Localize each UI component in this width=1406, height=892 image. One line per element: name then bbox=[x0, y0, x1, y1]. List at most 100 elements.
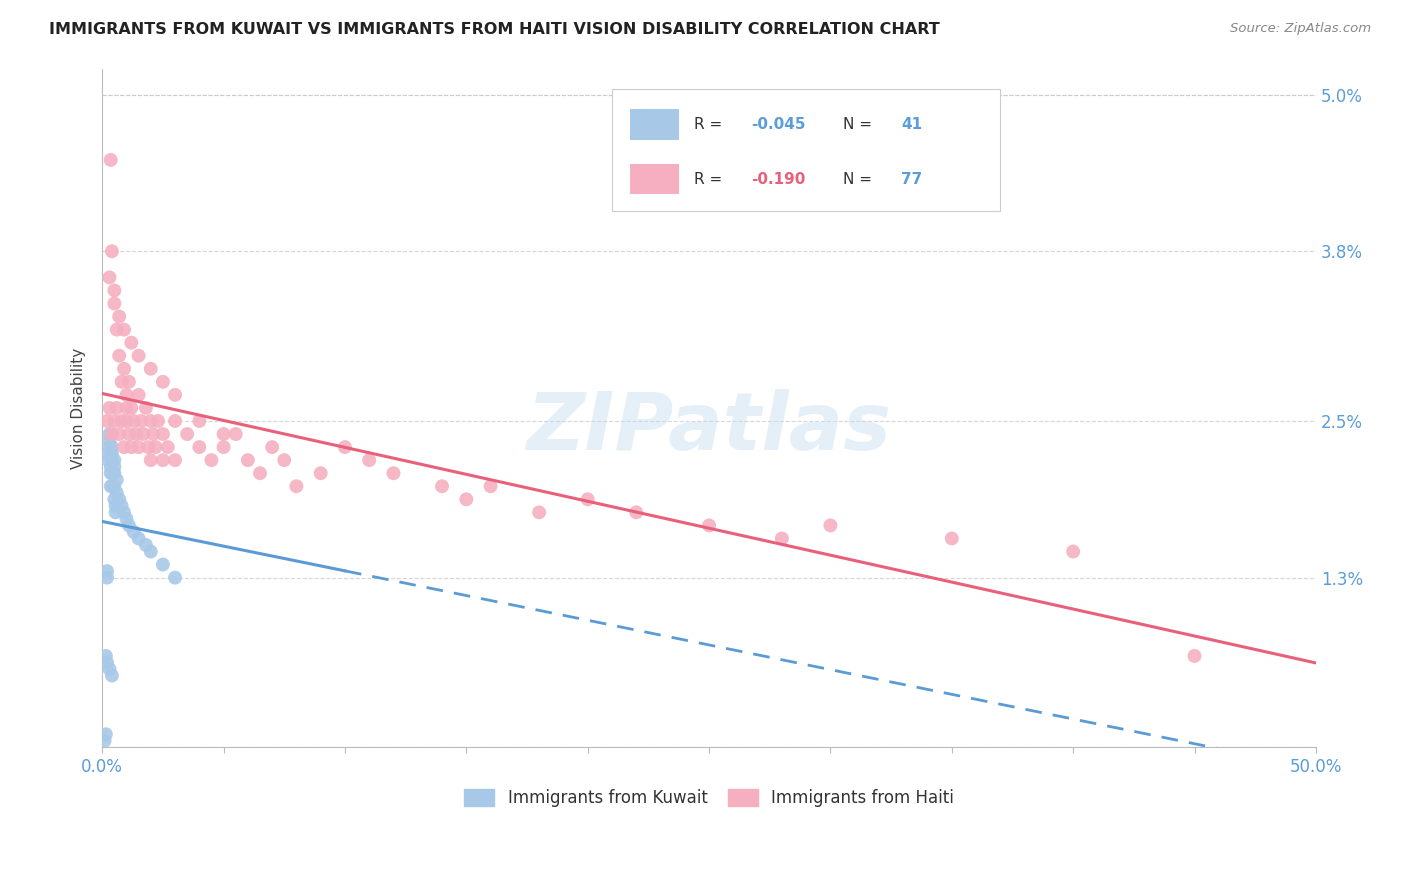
Point bbox=[128, 532, 150, 546]
Point bbox=[225, 427, 247, 442]
Point bbox=[118, 427, 141, 442]
Point bbox=[128, 388, 150, 402]
Point bbox=[163, 388, 186, 402]
Point bbox=[941, 532, 963, 546]
Point bbox=[111, 414, 134, 428]
Point bbox=[105, 485, 128, 500]
Point bbox=[103, 492, 125, 507]
Point bbox=[626, 505, 648, 519]
Text: 77: 77 bbox=[901, 171, 922, 186]
Point bbox=[176, 427, 198, 442]
Point bbox=[125, 427, 148, 442]
Text: Source: ZipAtlas.com: Source: ZipAtlas.com bbox=[1230, 22, 1371, 36]
Point bbox=[142, 427, 165, 442]
Point bbox=[103, 414, 125, 428]
Point bbox=[359, 453, 381, 467]
Point bbox=[105, 323, 128, 337]
Point bbox=[101, 466, 124, 480]
Point bbox=[101, 427, 124, 442]
Point bbox=[104, 499, 127, 513]
Point bbox=[152, 375, 174, 389]
Text: N =: N = bbox=[842, 117, 876, 132]
Text: N =: N = bbox=[842, 171, 876, 186]
Text: ZIPatlas: ZIPatlas bbox=[527, 389, 891, 467]
Point bbox=[98, 440, 121, 454]
Point bbox=[112, 323, 135, 337]
Point bbox=[262, 440, 284, 454]
Point bbox=[101, 479, 124, 493]
Point bbox=[145, 440, 167, 454]
Point bbox=[120, 440, 142, 454]
Point bbox=[118, 518, 141, 533]
Point bbox=[128, 349, 150, 363]
Point bbox=[120, 401, 142, 415]
Point bbox=[135, 401, 157, 415]
Point bbox=[115, 512, 138, 526]
Text: R =: R = bbox=[695, 171, 728, 186]
Y-axis label: Vision Disability: Vision Disability bbox=[72, 347, 86, 468]
Point bbox=[115, 388, 138, 402]
Point bbox=[101, 453, 124, 467]
Text: -0.190: -0.190 bbox=[752, 171, 806, 186]
Point bbox=[146, 414, 169, 428]
Point bbox=[139, 361, 162, 376]
Point bbox=[112, 361, 135, 376]
Point bbox=[152, 453, 174, 467]
Point bbox=[527, 505, 550, 519]
Point bbox=[100, 459, 122, 474]
Point bbox=[820, 518, 842, 533]
Point bbox=[152, 427, 174, 442]
Point bbox=[120, 335, 142, 350]
Point bbox=[100, 479, 122, 493]
Point bbox=[333, 440, 356, 454]
Point bbox=[697, 518, 720, 533]
Point bbox=[122, 524, 145, 539]
Point bbox=[97, 453, 120, 467]
Point bbox=[100, 466, 122, 480]
Point bbox=[94, 727, 117, 741]
Point bbox=[112, 505, 135, 519]
Point bbox=[105, 401, 128, 415]
FancyBboxPatch shape bbox=[612, 89, 1000, 211]
Point bbox=[285, 479, 308, 493]
Point bbox=[163, 453, 186, 467]
Point bbox=[122, 414, 145, 428]
Point bbox=[105, 473, 128, 487]
Point bbox=[93, 734, 115, 748]
Point bbox=[212, 440, 235, 454]
Point bbox=[101, 447, 124, 461]
Point bbox=[309, 466, 332, 480]
Point bbox=[104, 505, 127, 519]
Point bbox=[236, 453, 259, 467]
Text: -0.045: -0.045 bbox=[752, 117, 806, 132]
Point bbox=[132, 427, 155, 442]
Point bbox=[770, 532, 793, 546]
Text: R =: R = bbox=[695, 117, 728, 132]
Point bbox=[200, 453, 222, 467]
Point bbox=[111, 375, 134, 389]
Text: IMMIGRANTS FROM KUWAIT VS IMMIGRANTS FROM HAITI VISION DISABILITY CORRELATION CH: IMMIGRANTS FROM KUWAIT VS IMMIGRANTS FRO… bbox=[49, 22, 941, 37]
Point bbox=[1062, 544, 1084, 558]
Point bbox=[111, 499, 134, 513]
Point bbox=[101, 244, 124, 259]
Point bbox=[139, 453, 162, 467]
Point bbox=[118, 375, 141, 389]
Point bbox=[479, 479, 502, 493]
Bar bbox=[630, 109, 679, 140]
Point bbox=[108, 492, 131, 507]
Point bbox=[103, 459, 125, 474]
Point bbox=[156, 440, 179, 454]
Point bbox=[103, 296, 125, 310]
Point bbox=[273, 453, 295, 467]
Point bbox=[103, 479, 125, 493]
Point bbox=[136, 440, 159, 454]
Point bbox=[152, 558, 174, 572]
Point bbox=[163, 414, 186, 428]
Point bbox=[98, 401, 121, 415]
Point bbox=[103, 466, 125, 480]
Point bbox=[115, 401, 138, 415]
Point bbox=[112, 440, 135, 454]
Point bbox=[456, 492, 478, 507]
Point bbox=[382, 466, 405, 480]
Point bbox=[94, 648, 117, 663]
